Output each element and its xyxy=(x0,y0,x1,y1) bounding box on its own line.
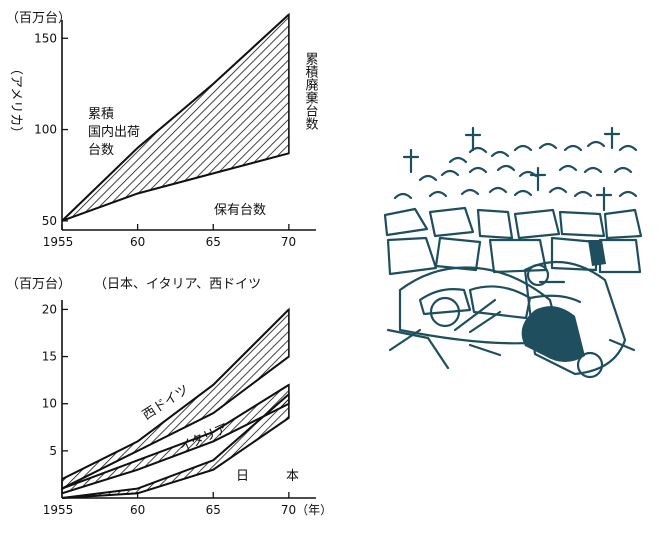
annotation-shipments-line3: 台数 xyxy=(88,143,114,158)
bottom-chart: （百万台） （日本、イタリア、西ドイツ 5 10 15 20 1955 60 65 70（年）… xyxy=(6,277,332,517)
series-line-shipments xyxy=(61,13,290,222)
bottom-y-tick-label: 15 xyxy=(42,350,57,364)
series-upper-line-2 xyxy=(61,393,290,499)
annotation-shipments-line1: 累積 xyxy=(88,107,114,122)
top-y-tick-label: 50 xyxy=(42,214,57,228)
bottom-x-tick-label: 70（年） xyxy=(281,503,332,517)
grave-cross-icon xyxy=(402,126,621,212)
top-y-tick-label: 100 xyxy=(34,123,57,137)
series-lower-line-0 xyxy=(61,355,290,490)
bottom-unit-label: （百万台） xyxy=(6,277,71,292)
bottom-plot-area: 5 10 15 20 1955 60 65 70（年） xyxy=(42,300,332,517)
top-unit-label: （百万台） xyxy=(6,11,71,26)
annotation-owned: 保有台数 xyxy=(214,203,266,218)
scrap-pile xyxy=(383,206,643,379)
series-line-owned xyxy=(61,152,290,222)
bottom-x-tick-label: 1955 xyxy=(43,503,74,517)
series-lower-line-2 xyxy=(61,417,290,499)
series-upper-line-1 xyxy=(61,384,290,490)
bottom-y-tick-label: 20 xyxy=(42,302,57,316)
bottom-y-tick-label: 10 xyxy=(42,397,57,411)
bottom-y-tick-label: 5 xyxy=(49,444,57,458)
top-x-tick-label: 65 xyxy=(206,235,221,249)
top-y-label: （アメリカ） xyxy=(8,62,23,139)
bottom-countries-label: （日本、イタリア、西ドイツ xyxy=(94,277,261,292)
bottom-x-tick-label: 65 xyxy=(206,503,221,517)
car-graveyard-illustration xyxy=(383,126,643,379)
bottom-x-tick-label: 60 xyxy=(130,503,145,517)
top-y-tick-label: 150 xyxy=(34,31,57,45)
annotation-japan-1: 日 xyxy=(236,469,249,484)
top-x-tick-label: 60 xyxy=(130,235,145,249)
top-plot-area: 50 100 150 1955 60 65 70 xyxy=(34,12,316,249)
top-x-tick-label: 1955 xyxy=(43,235,74,249)
annotation-scrapped: 累積廃棄台数 xyxy=(303,52,319,130)
annotation-japan-2: 本 xyxy=(286,469,299,484)
tombstones xyxy=(393,140,638,200)
top-x-tick-label: 70 xyxy=(281,235,296,249)
series-lower-line-1 xyxy=(61,402,290,495)
series-upper-line-0 xyxy=(61,308,290,481)
annotation-shipments-line2: 国内出荷 xyxy=(88,124,140,140)
